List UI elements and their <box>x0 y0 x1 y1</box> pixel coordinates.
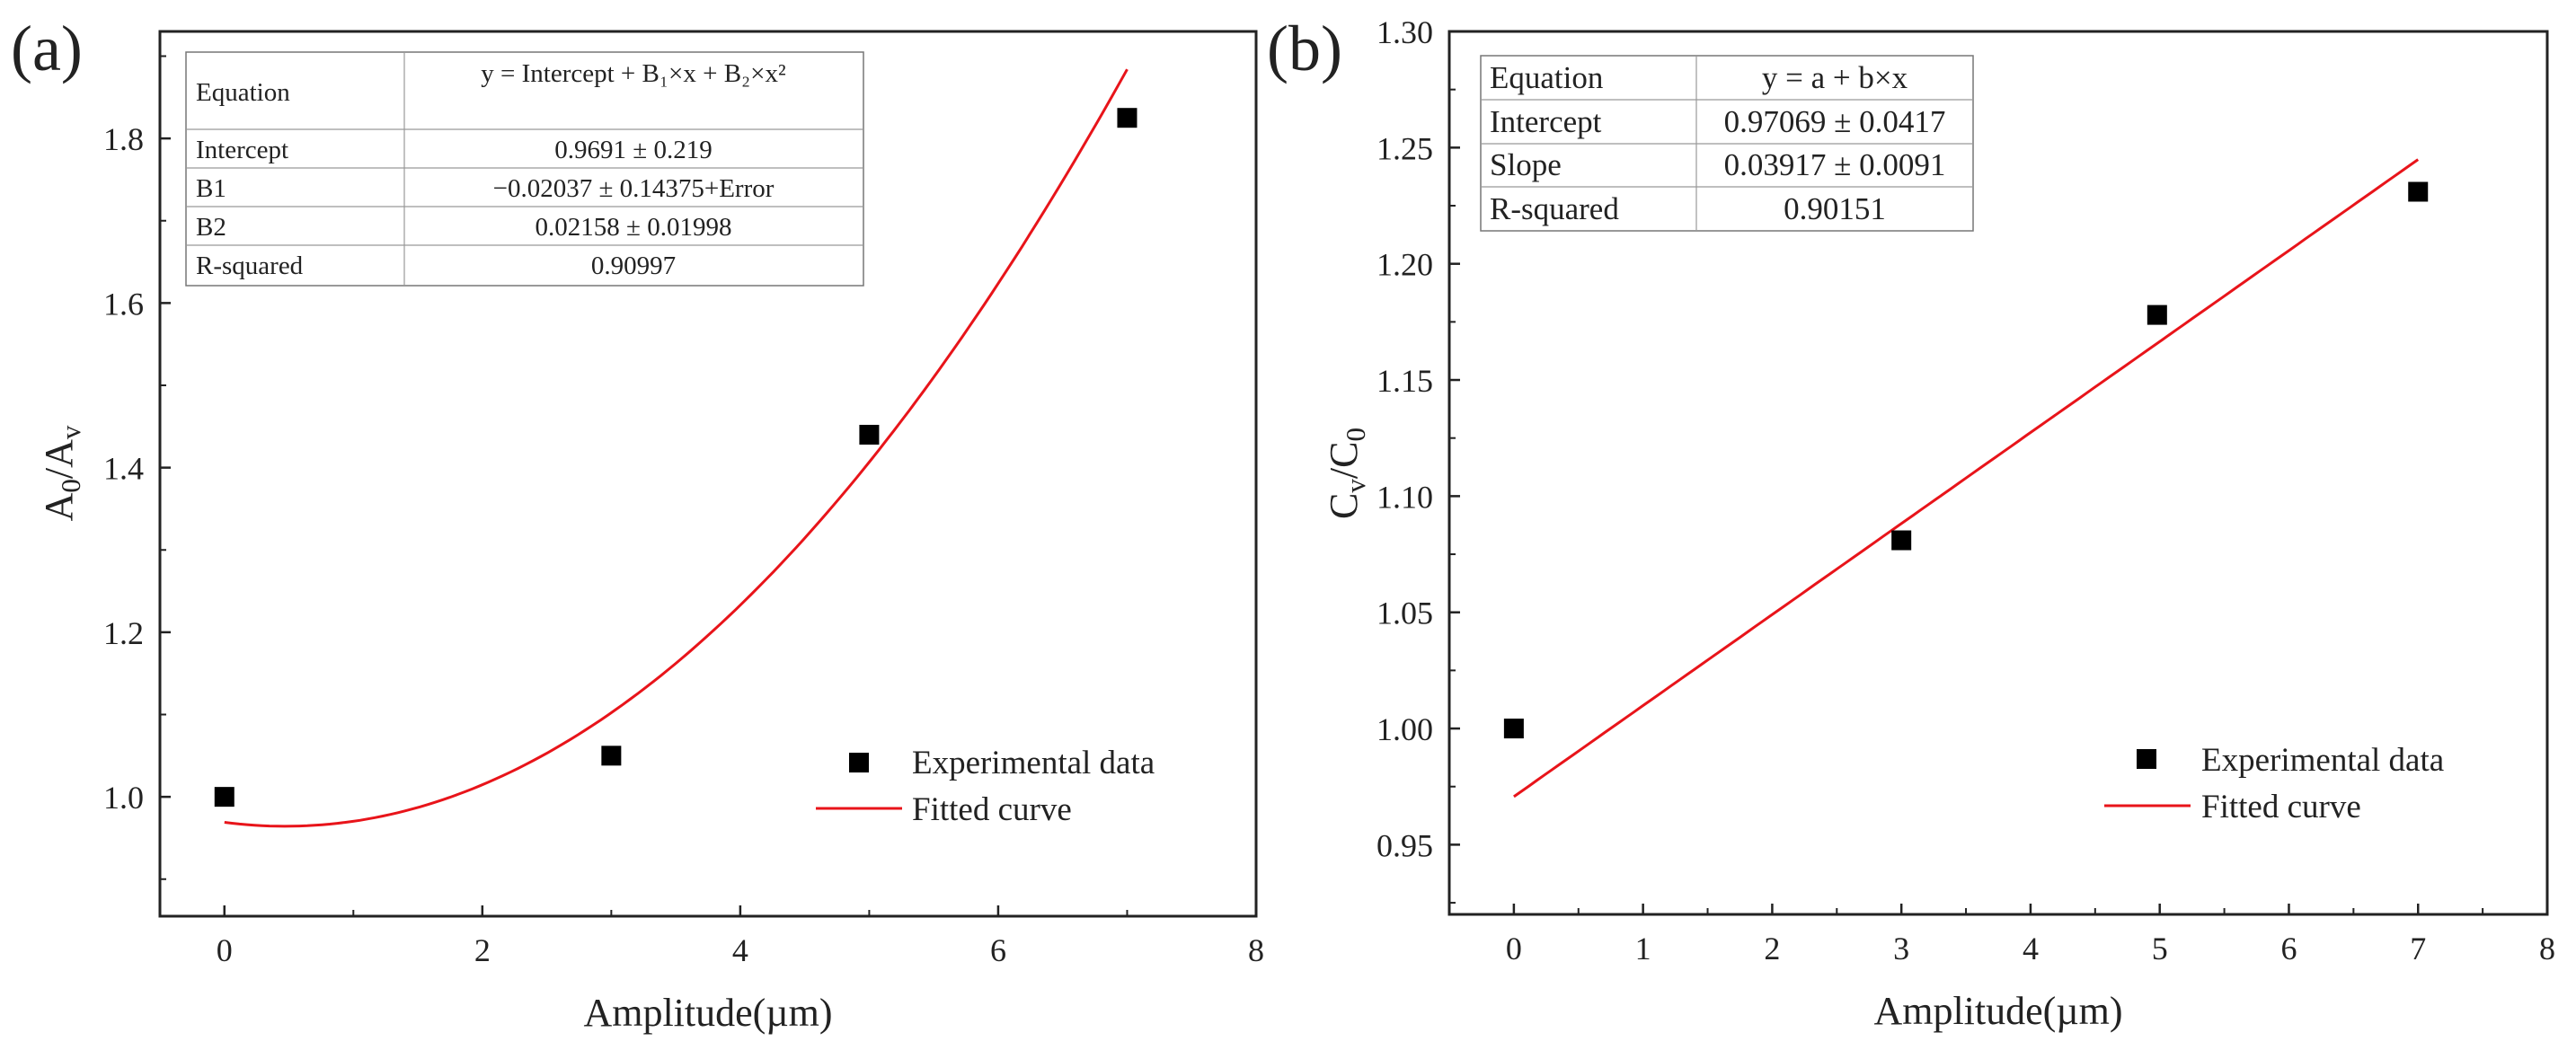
x-axis-label: Amplitude(µm) <box>583 991 832 1035</box>
x-tick-label: 2 <box>474 932 491 968</box>
fit-table-value-r-squared: 0.90151 <box>1784 191 1886 226</box>
legend-marker-experimental <box>849 753 869 772</box>
x-tick-label: 7 <box>2410 931 2426 966</box>
plot-frame <box>1447 30 2549 916</box>
fit-table-value-r-squared: 0.90997 <box>591 252 676 280</box>
legend-label-fitted: Fitted curve <box>912 791 1072 828</box>
y-tick-label: 1.4 <box>103 451 144 487</box>
panel-b: (b) 0.95 1.00 1.05 1.10 1.15 1.20 1.25 1.30 0 1 2… <box>1267 13 2555 1033</box>
fit-table-value-intercept: 0.97069 ± 0.0417 <box>1724 104 1946 139</box>
fit-table-border <box>185 51 864 287</box>
panel-a: (a) 1.0 1.2 1.4 1.6 1.8 0 2 4 6 8 Equation y = I… <box>11 13 1264 1035</box>
fit-table-label-b2: B2 <box>196 213 226 242</box>
y-tick-label: 1.20 <box>1377 247 1433 283</box>
legend: Experimental data Fitted curve <box>816 745 1155 828</box>
x-axis-label: Amplitude(µm) <box>1873 989 2122 1033</box>
y-tick-label: 1.05 <box>1377 596 1433 631</box>
experimental-points <box>1503 181 2429 739</box>
legend-label-fitted: Fitted curve <box>2201 789 2361 825</box>
fit-table-label-equation: Equation <box>196 78 290 107</box>
y-axis-label: A0/Av <box>37 425 86 521</box>
fit-table-value-equation: y = Intercept + B₁×x + B₂×x² <box>481 59 786 88</box>
x-tick-label: 8 <box>1248 932 1264 968</box>
x-tick-label: 2 <box>1764 931 1780 966</box>
data-point <box>601 746 622 766</box>
fit-table-label-intercept: Intercept <box>196 136 288 164</box>
fit-table-label-r-squared: R-squared <box>196 252 304 280</box>
fit-table-label-intercept: Intercept <box>1490 104 1602 139</box>
fit-table-value-slope: 0.03917 ± 0.0091 <box>1724 147 1946 182</box>
x-tick-label: 0 <box>217 932 233 968</box>
fit-table: Equation y = Intercept + B₁×x + B₂×x² In… <box>185 51 864 287</box>
legend-label-experimental: Experimental data <box>912 745 1155 781</box>
fit-table-label-r-squared: R-squared <box>1490 191 1619 226</box>
y-tick-label: 0.95 <box>1377 827 1433 863</box>
y-ticks: 1.0 1.2 1.4 1.6 1.8 <box>103 55 171 880</box>
x-tick-label: 0 <box>1506 931 1522 966</box>
y-tick-label: 1.0 <box>103 780 144 816</box>
y-tick-label: 1.30 <box>1377 14 1433 50</box>
x-tick-label: 4 <box>732 932 748 968</box>
panel-label: (b) <box>1267 13 1342 84</box>
data-point <box>1503 719 1524 739</box>
data-point <box>2408 181 2429 202</box>
fitted-curve-line <box>224 68 1129 828</box>
y-tick-label: 1.25 <box>1377 130 1433 166</box>
data-point <box>214 787 235 807</box>
fit-table-label-equation: Equation <box>1490 60 1603 95</box>
data-point <box>1117 108 1138 128</box>
y-axis-label: Cv/C0 <box>1322 428 1371 519</box>
x-tick-label: 6 <box>990 932 1006 968</box>
fit-table-label-slope: Slope <box>1490 147 1562 182</box>
y-tick-label: 1.00 <box>1377 711 1433 747</box>
x-tick-label: 1 <box>1635 931 1651 966</box>
y-tick-label: 1.2 <box>103 615 144 651</box>
fit-table-label-b1: B1 <box>196 174 226 203</box>
fit-table-value-b2: 0.02158 ± 0.01998 <box>536 213 732 242</box>
y-tick-label: 1.15 <box>1377 363 1433 399</box>
x-ticks: 0 2 4 6 8 <box>217 905 1264 968</box>
legend-label-experimental: Experimental data <box>2201 742 2444 779</box>
fit-table: Equation y = a + b×x Intercept 0.97069 ±… <box>1480 55 1974 232</box>
data-point <box>859 424 880 445</box>
x-ticks: 0 1 2 3 4 5 6 7 8 <box>1506 904 2555 966</box>
x-tick-label: 3 <box>1893 931 1909 966</box>
y-tick-label: 1.10 <box>1377 479 1433 515</box>
fit-table-value-b1: −0.02037 ± 0.14375+Error <box>493 174 775 203</box>
y-tick-label: 1.6 <box>103 286 144 322</box>
plot-frame <box>158 30 1258 918</box>
y-tick-label: 1.8 <box>103 121 144 157</box>
y-ticks: 0.95 1.00 1.05 1.10 1.15 1.20 1.25 1.30 <box>1377 14 1460 905</box>
x-tick-label: 6 <box>2280 931 2297 966</box>
fit-table-value-intercept: 0.9691 ± 0.219 <box>554 136 712 164</box>
fit-table-value-equation: y = a + b×x <box>1762 60 1908 95</box>
x-tick-label: 8 <box>2539 931 2555 966</box>
fitted-line <box>1513 158 2420 799</box>
legend-marker-experimental <box>2137 749 2156 769</box>
data-point <box>1891 530 1912 551</box>
legend: Experimental data Fitted curve <box>2104 742 2444 825</box>
experimental-points <box>214 108 1138 807</box>
x-tick-label: 4 <box>2023 931 2039 966</box>
panel-label: (a) <box>11 13 83 84</box>
x-tick-label: 5 <box>2152 931 2168 966</box>
data-point <box>2147 304 2167 325</box>
